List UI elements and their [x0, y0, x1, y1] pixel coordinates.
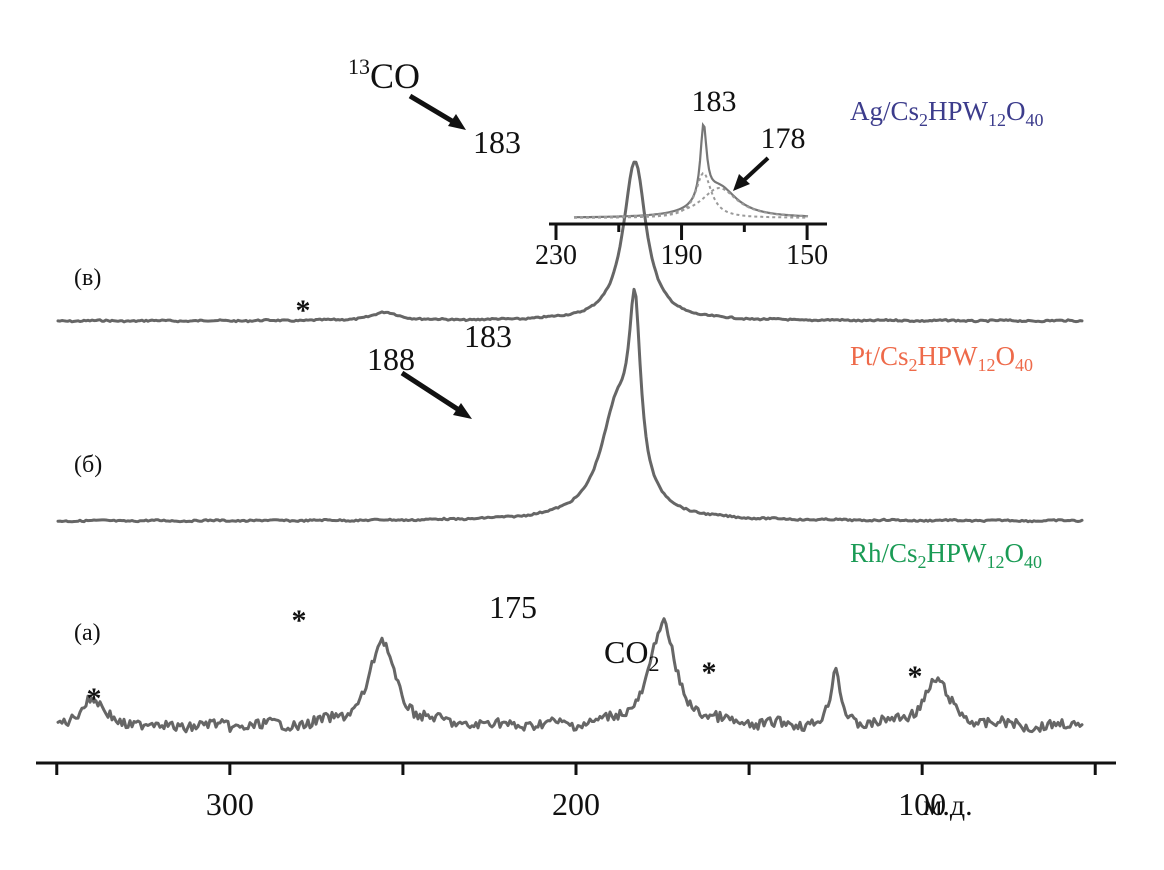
x-tick-label: 100 [898, 786, 946, 822]
asterisk-a-256: * [292, 604, 307, 637]
x-tick-label: 300 [206, 786, 254, 822]
inset-traces [573, 122, 809, 219]
isotope-arrowhead [448, 114, 466, 130]
asterisk-a-18: * [908, 660, 923, 693]
inset-tick-label: 190 [661, 240, 703, 271]
legend-ag: Ag/Cs2HPW12O40 [850, 96, 1044, 130]
inset-peak-label-183: 183 [692, 85, 737, 118]
spectra-traces [56, 160, 1084, 734]
peak-label-v-183: 183 [473, 124, 521, 160]
inset-tick-label: 230 [535, 240, 577, 271]
co2-label: CO2 [604, 634, 659, 676]
isotope-label: 13CO [348, 54, 420, 96]
inset-peak-label-178: 178 [761, 122, 806, 155]
asterisk-a-340: * [87, 682, 102, 715]
x-axis-ticks: 300 200 100 [55, 763, 1097, 822]
asterisk-a-96: * [702, 656, 717, 689]
x-axis: 300 200 100 м.д. [36, 761, 1116, 822]
inset-chart: 230 190 150 183 178 [535, 85, 828, 271]
inset-trace-component-183 [574, 171, 808, 219]
catalyst-labels: Ag/Cs2HPW12O40 Pt/Cs2HPW12O40 Rh/Cs2HPW1… [850, 96, 1044, 572]
inset-axis-ticks: 230 190 150 [535, 224, 828, 271]
peak-label-a-175: 175 [489, 589, 537, 625]
arrowhead-188 [453, 403, 472, 419]
legend-pt: Pt/Cs2HPW12O40 [850, 341, 1033, 375]
legend-rh: Rh/Cs2HPW12O40 [850, 538, 1042, 572]
trace-rh [56, 617, 1084, 734]
x-axis-label: м.д. [923, 789, 972, 822]
inset-tick-label: 150 [786, 240, 828, 271]
peak-label-b-188: 188 [367, 341, 415, 377]
series-tag-b: (б) [74, 452, 102, 478]
series-tag-a: (а) [74, 620, 101, 646]
peak-annotations: 13CO 183 * 183 188 175 CO2 * * * * [87, 54, 923, 715]
peak-label-b-183: 183 [464, 318, 512, 354]
series-tags: (в) (б) (а) [74, 265, 102, 646]
x-tick-label: 200 [552, 786, 600, 822]
isotope-arrow [408, 93, 459, 127]
trace-ag [56, 160, 1084, 324]
arrow-188 [400, 370, 464, 415]
inset-arrow-178 [739, 156, 770, 185]
series-tag-v: (в) [74, 265, 101, 291]
asterisk-v-255: * [296, 294, 311, 327]
trace-pt [56, 287, 1084, 524]
inset-arrowhead-178 [733, 174, 750, 191]
